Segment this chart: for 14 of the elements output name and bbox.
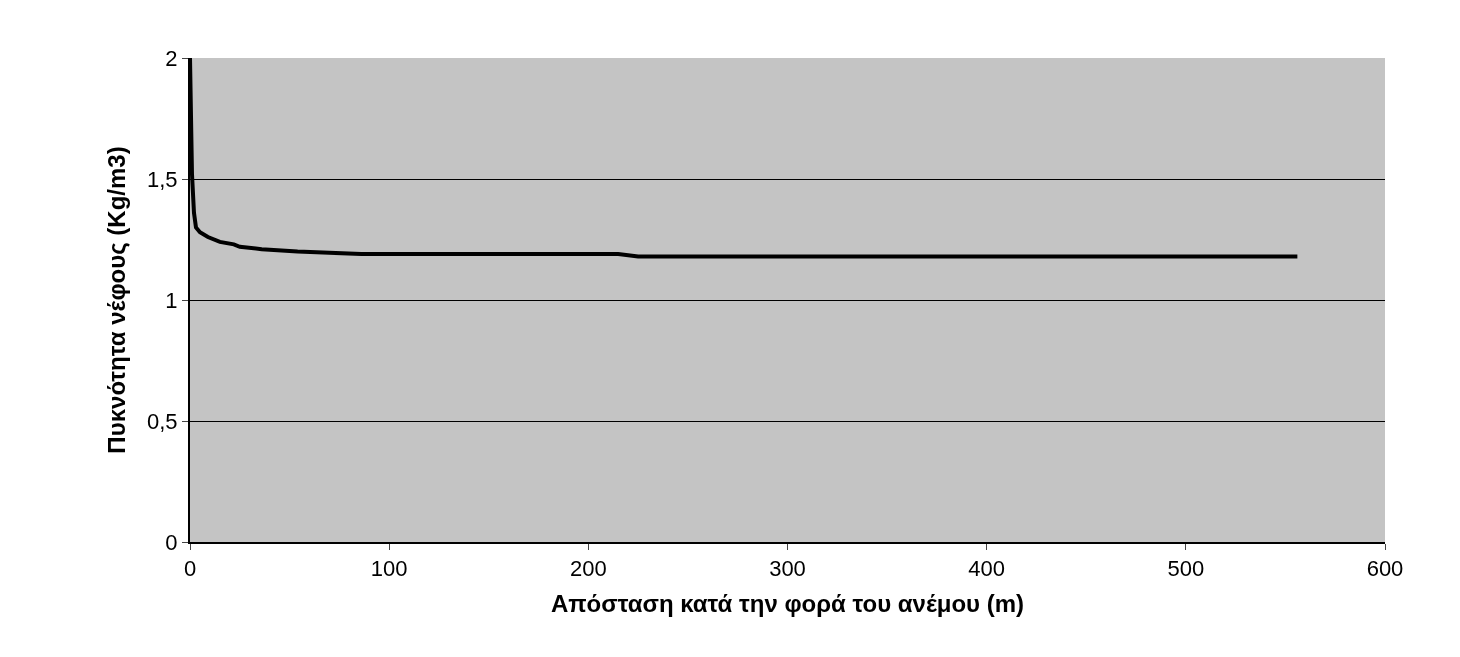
x-tick-label: 200	[569, 556, 607, 582]
x-axis-title: Απόσταση κατά την φορά του ανέμου (m)	[550, 590, 1025, 618]
y-axis-title: Πυκνότητα νέφους (Kg/m3)	[102, 146, 130, 454]
x-tick-label: 600	[1366, 556, 1404, 582]
y-tick-label: 0,5	[147, 408, 178, 434]
y-tick-label: 2	[165, 45, 178, 71]
y-tick-label: 1	[165, 287, 178, 313]
y-tick-label: 0	[165, 529, 178, 555]
x-tick-label: 400	[968, 556, 1006, 582]
x-tick-label: 300	[769, 556, 806, 582]
x-tick-label: 500	[1167, 556, 1205, 582]
x-tick-label: 0	[183, 556, 197, 582]
y-tick-label: 1,5	[147, 166, 178, 192]
x-tick-label: 100	[370, 556, 408, 582]
